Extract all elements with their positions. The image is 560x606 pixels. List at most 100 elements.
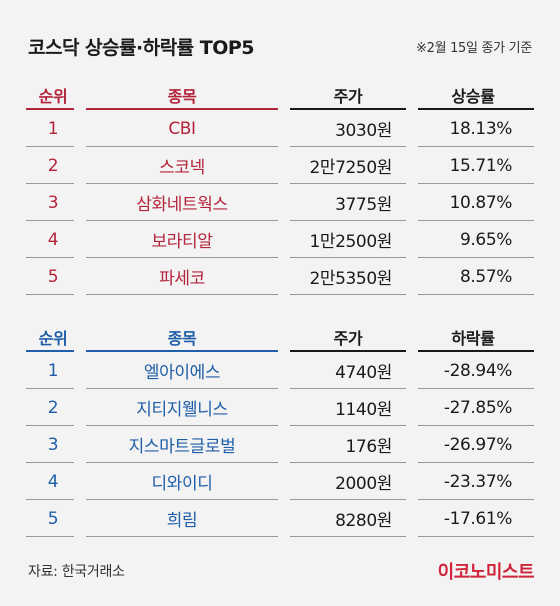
row-divider xyxy=(86,294,278,295)
cell-price: 8280원 xyxy=(335,511,392,531)
row-divider xyxy=(26,499,74,500)
table-row: 2 지티지웰니스 1140원 -27.85% xyxy=(26,389,534,426)
header-name: 종목 xyxy=(167,329,197,348)
row-divider xyxy=(26,388,74,389)
row-divider xyxy=(86,499,278,500)
row-divider xyxy=(26,536,74,537)
header-underline xyxy=(86,350,278,352)
losers-table: 순위 종목 주가 하락률 1 엘아이에스 4740원 -28.94% 2 지티지웰니스 11… xyxy=(26,322,534,537)
cell-name: 엘아이에스 xyxy=(143,363,221,383)
header-underline xyxy=(418,108,534,110)
cell-rank: 5 xyxy=(47,266,59,287)
row-divider xyxy=(290,146,406,147)
losers-header: 순위 종목 주가 하락률 xyxy=(26,322,534,352)
row-divider xyxy=(86,220,278,221)
row-divider xyxy=(290,425,406,426)
cell-price: 2만7250원 xyxy=(309,158,392,178)
cell-price: 2만5350원 xyxy=(309,269,392,289)
cell-rate: 9.65% xyxy=(459,229,512,250)
table-row: 2 스코넥 2만7250원 15.71% xyxy=(26,147,534,184)
row-divider xyxy=(26,462,74,463)
row-divider xyxy=(418,294,534,295)
page-title: 코스닥 상승률·하락률 TOP5 xyxy=(28,37,255,59)
cell-rank: 5 xyxy=(47,508,59,529)
header-price: 주가 xyxy=(333,87,363,106)
row-divider xyxy=(86,388,278,389)
brand-logo: 이코노미스트 xyxy=(437,562,535,583)
row-divider xyxy=(418,146,534,147)
row-divider xyxy=(418,462,534,463)
cell-name: 지티지웰니스 xyxy=(136,400,228,420)
row-divider xyxy=(290,257,406,258)
table-row: 1 엘아이에스 4740원 -28.94% xyxy=(26,352,534,389)
row-divider xyxy=(418,536,534,537)
cell-rate: -17.61% xyxy=(443,508,513,529)
row-divider xyxy=(290,462,406,463)
header-underline xyxy=(26,108,74,110)
row-divider xyxy=(418,183,534,184)
row-divider xyxy=(26,183,74,184)
cell-rate: -23.37% xyxy=(443,471,513,492)
cell-price: 1만2500원 xyxy=(309,232,392,252)
cell-name: 파세코 xyxy=(159,269,205,289)
cell-price: 176원 xyxy=(345,437,393,457)
cell-rate: 10.87% xyxy=(449,192,513,213)
cell-rank: 2 xyxy=(47,397,59,418)
cell-price: 2000원 xyxy=(335,474,392,494)
source-note: 자료: 한국거래소 xyxy=(28,564,125,580)
cell-rate: -26.97% xyxy=(443,434,513,455)
cell-rank: 4 xyxy=(47,471,59,492)
cell-rate: 8.57% xyxy=(459,266,512,287)
header-price: 주가 xyxy=(333,329,363,348)
header-rank: 순위 xyxy=(38,87,68,106)
row-divider xyxy=(290,499,406,500)
row-divider xyxy=(290,183,406,184)
gainers-table: 순위 종목 주가 상승률 1 CBI 3030원 18.13% 2 스코넥 2만7250원 1… xyxy=(26,80,534,295)
table-row: 3 지스마트글로벌 176원 -26.97% xyxy=(26,426,534,463)
row-divider xyxy=(418,425,534,426)
table-row: 4 보라티알 1만2500원 9.65% xyxy=(26,221,534,258)
row-divider xyxy=(290,388,406,389)
table-row: 3 삼화네트웍스 3775원 10.87% xyxy=(26,184,534,221)
cell-rank: 4 xyxy=(47,229,59,250)
row-divider xyxy=(290,536,406,537)
row-divider xyxy=(26,220,74,221)
row-divider xyxy=(86,536,278,537)
cell-price: 3030원 xyxy=(335,121,392,141)
header-underline xyxy=(418,350,534,352)
header-underline xyxy=(290,350,406,352)
cell-name: 희림 xyxy=(166,511,198,531)
cell-name: 디와이디 xyxy=(151,474,213,494)
table-row: 5 파세코 2만5350원 8.57% xyxy=(26,258,534,295)
table-row: 4 디와이디 2000원 -23.37% xyxy=(26,463,534,500)
cell-rate: -28.94% xyxy=(443,360,513,381)
cell-price: 3775원 xyxy=(335,195,392,215)
cell-rank: 1 xyxy=(47,118,59,139)
row-divider xyxy=(86,462,278,463)
row-divider xyxy=(290,294,406,295)
row-divider xyxy=(86,425,278,426)
row-divider xyxy=(26,294,74,295)
cell-rank: 1 xyxy=(47,360,59,381)
cell-name: CBI xyxy=(168,118,196,139)
table-row: 5 희림 8280원 -17.61% xyxy=(26,500,534,537)
cell-name: 보라티알 xyxy=(151,232,213,252)
row-divider xyxy=(26,146,74,147)
row-divider xyxy=(26,425,74,426)
header-rank: 순위 xyxy=(38,329,68,348)
date-note: ※2월 15일 종가 기준 xyxy=(416,41,532,56)
header-underline xyxy=(26,350,74,352)
cell-rank: 3 xyxy=(47,434,59,455)
row-divider xyxy=(418,257,534,258)
cell-rate: 18.13% xyxy=(449,118,513,139)
header-underline xyxy=(290,108,406,110)
row-divider xyxy=(290,220,406,221)
cell-rank: 3 xyxy=(47,192,59,213)
table-row: 1 CBI 3030원 18.13% xyxy=(26,110,534,147)
cell-name: 스코넥 xyxy=(159,158,205,178)
header-name: 종목 xyxy=(167,87,197,106)
row-divider xyxy=(418,388,534,389)
row-divider xyxy=(86,183,278,184)
header-rate: 하락률 xyxy=(451,329,495,348)
cell-rank: 2 xyxy=(47,155,59,176)
